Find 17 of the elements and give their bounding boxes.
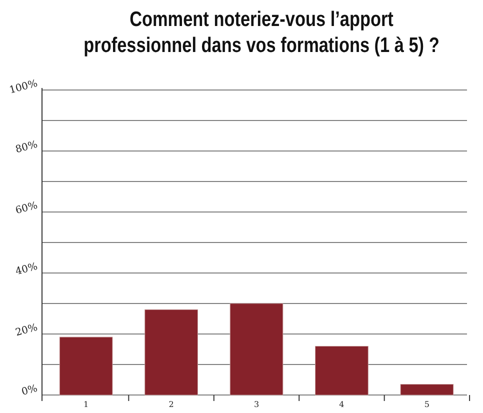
y-tick-label: 20% — [14, 322, 39, 339]
bar — [315, 346, 368, 396]
x-tick-label: 2 — [168, 400, 174, 409]
x-tick-label: 4 — [339, 400, 344, 409]
bar — [230, 303, 284, 396]
y-tick-label: 80% — [14, 139, 39, 156]
x-tick-label: 5 — [424, 400, 430, 409]
bar — [144, 309, 198, 396]
x-tick-label: 3 — [254, 400, 260, 409]
bar — [400, 384, 454, 396]
y-tick-label: 100% — [8, 78, 39, 96]
bar — [59, 336, 113, 396]
y-tick-label: 0% — [20, 383, 39, 398]
x-tick-label: 1 — [84, 400, 89, 409]
y-tick-label: 60% — [14, 200, 39, 217]
chart-title: Comment noteriez-vous l’apport professionnel dans vos formations (1 à 5) ? — [84, 8, 440, 58]
y-tick-label: 40% — [14, 261, 39, 278]
